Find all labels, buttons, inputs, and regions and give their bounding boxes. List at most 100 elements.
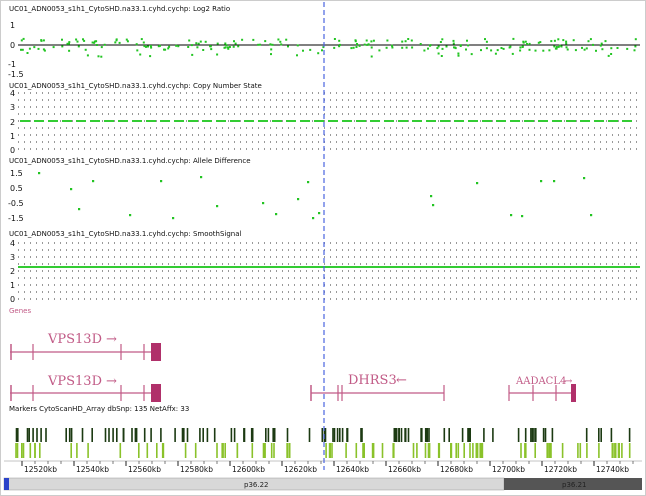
- log2-point: [550, 40, 553, 43]
- gene-dhrs3[interactable]: DHRS3 ←: [310, 373, 445, 401]
- gene-vps13d-lower[interactable]: VPS13D →: [10, 374, 161, 402]
- snp-marker-dark: [324, 428, 327, 442]
- log2-point: [626, 47, 629, 50]
- allele-difference-point: [432, 204, 435, 207]
- log2-point: [143, 45, 146, 48]
- snp-marker-light: [146, 443, 149, 458]
- log2-point: [391, 44, 393, 47]
- log2-point: [296, 44, 299, 47]
- log2-point: [279, 40, 282, 43]
- log2-point: [554, 47, 557, 50]
- genes-track-title: Genes: [9, 307, 31, 315]
- log2-point: [539, 41, 542, 44]
- snp-marker-dark: [398, 428, 400, 442]
- ad-tick-neg1-5: -1.5: [8, 214, 24, 223]
- snp-marker-light: [34, 443, 36, 458]
- snp-marker-light: [331, 443, 333, 458]
- log2-point: [150, 46, 153, 49]
- log2-point: [572, 39, 575, 42]
- snp-marker-light: [549, 443, 552, 458]
- log2-point: [508, 46, 511, 49]
- snp-marker-dark: [272, 428, 274, 442]
- log2-point: [91, 41, 94, 44]
- log2-point: [512, 37, 515, 40]
- log2-point: [287, 45, 289, 48]
- allele-difference-point: [172, 217, 175, 220]
- snp-marker-dark: [404, 428, 407, 442]
- gene-aadacl4[interactable]: AADACL4 →: [508, 376, 576, 402]
- log2-point: [562, 39, 565, 42]
- snp-marker-light: [617, 443, 620, 458]
- log2-point: [595, 49, 597, 52]
- log2-point: [100, 55, 103, 58]
- log2-point: [465, 48, 467, 51]
- snp-marker-light: [87, 443, 89, 458]
- log2-point: [196, 46, 199, 49]
- log2-point: [419, 43, 422, 45]
- kb-tick-label: 12700kb: [492, 465, 525, 474]
- gene-label-vps13d-upper: VPS13D: [47, 332, 102, 347]
- snp-markers: [15, 428, 631, 458]
- log2-point: [322, 46, 325, 49]
- snp-marker-dark: [160, 428, 162, 442]
- snp-marker-light: [363, 443, 365, 458]
- gene-strand-arrow-upper: →: [106, 332, 117, 347]
- log2-point: [100, 46, 103, 49]
- log2-point: [68, 42, 70, 45]
- kb-tick-label: 12600kb: [232, 465, 265, 474]
- log2-point: [405, 46, 408, 49]
- snp-marker-light: [628, 443, 631, 458]
- allele-difference-point: [553, 180, 556, 183]
- log2-point: [28, 47, 31, 50]
- snp-marker-light: [611, 443, 614, 458]
- snp-marker-light: [416, 443, 418, 458]
- snp-marker-dark: [150, 428, 152, 442]
- snp-marker-dark: [517, 428, 520, 442]
- snp-marker-light: [264, 443, 266, 458]
- snp-marker-dark: [36, 428, 38, 442]
- log2-point: [66, 42, 69, 45]
- snp-marker-dark: [551, 428, 554, 442]
- snp-marker-dark: [206, 428, 209, 442]
- log2-point: [302, 49, 304, 52]
- snp-marker-dark: [600, 428, 602, 442]
- cytoband-label-right: p36.21: [562, 481, 586, 489]
- snp-marker-dark: [267, 428, 270, 442]
- snp-marker-light: [548, 443, 550, 458]
- log2-point: [140, 38, 143, 41]
- log2-point: [195, 42, 198, 45]
- log2-point: [370, 40, 373, 43]
- snp-marker-light: [216, 443, 218, 458]
- log2-point: [565, 42, 568, 45]
- log2-point: [437, 45, 440, 48]
- snp-marker-dark: [467, 428, 470, 442]
- log2-point: [439, 41, 442, 43]
- log2-point: [333, 38, 336, 40]
- snp-marker-dark: [265, 428, 267, 442]
- log2-point: [555, 46, 558, 48]
- snp-marker-light: [525, 443, 527, 458]
- copy-number-state-track-title: UC01_ADN0053_s1h1_CytoSHD.na33.1.cyhd.cy…: [9, 82, 262, 90]
- snp-marker-dark: [174, 428, 176, 442]
- log2-point: [436, 47, 439, 50]
- gene-vps13d-upper[interactable]: VPS13D →: [10, 332, 161, 361]
- log2-point: [204, 40, 207, 43]
- log2-point: [427, 47, 429, 50]
- log2-point: [114, 41, 117, 44]
- log2-point: [454, 47, 457, 50]
- snp-marker-dark: [91, 428, 93, 442]
- log2-point: [76, 40, 79, 43]
- snp-marker-light: [70, 443, 72, 458]
- log2-point: [391, 46, 394, 49]
- log2-point: [259, 43, 262, 46]
- log2-point: [159, 44, 161, 47]
- cytoband-p36-21[interactable]: [504, 478, 642, 490]
- log2-point: [285, 38, 288, 41]
- log2-point: [355, 46, 358, 48]
- log2-ratio-points: [20, 37, 637, 58]
- snp-marker-dark: [233, 428, 236, 442]
- kb-tick-label: 12620kb: [284, 465, 317, 474]
- log2-point: [521, 46, 524, 48]
- log2-point: [202, 49, 205, 51]
